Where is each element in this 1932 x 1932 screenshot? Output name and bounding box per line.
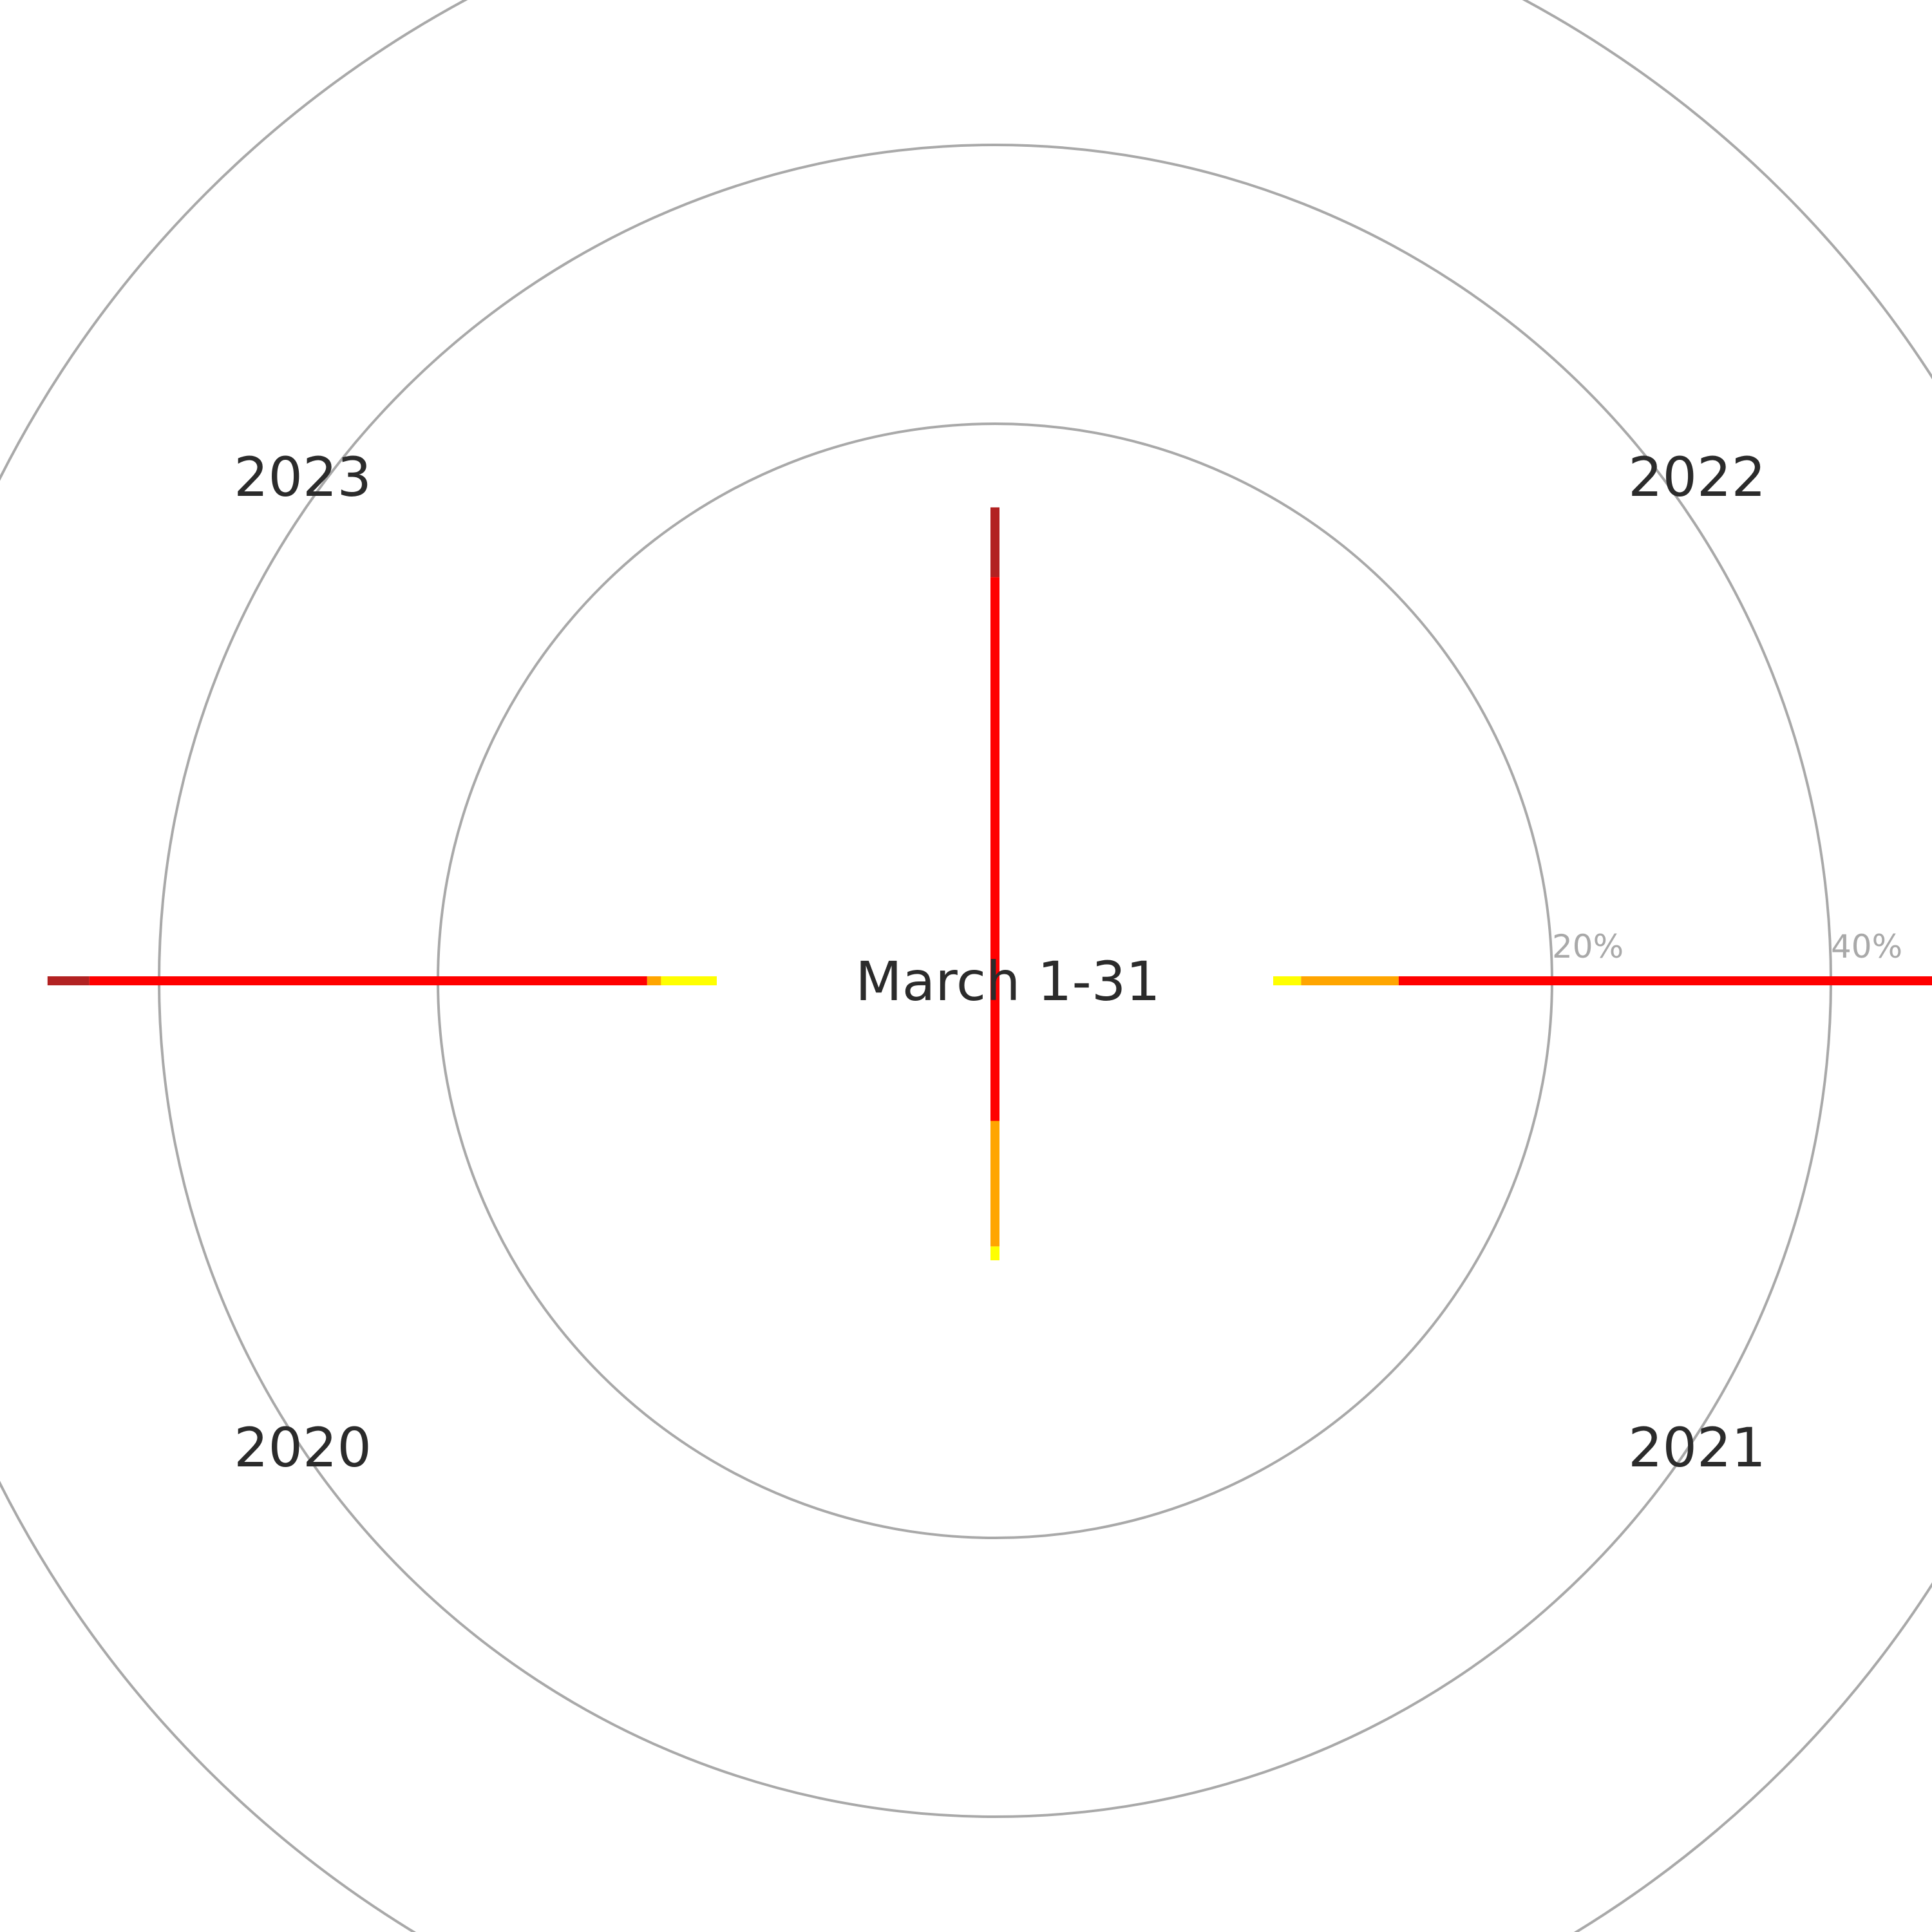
center-label: March 1-31 xyxy=(855,950,1160,1013)
year-label-2023: 2023 xyxy=(234,446,372,509)
year-label-2020: 2020 xyxy=(234,1416,372,1479)
data-bars xyxy=(47,507,1932,1260)
year-label-2022: 2022 xyxy=(1628,446,1766,509)
r-tick-label: 40% xyxy=(1831,928,1902,965)
r-tick-labels: 20%40%60% xyxy=(1552,928,1902,965)
r-tick-label: 20% xyxy=(1552,928,1624,965)
year-label-2021: 2021 xyxy=(1628,1416,1766,1479)
